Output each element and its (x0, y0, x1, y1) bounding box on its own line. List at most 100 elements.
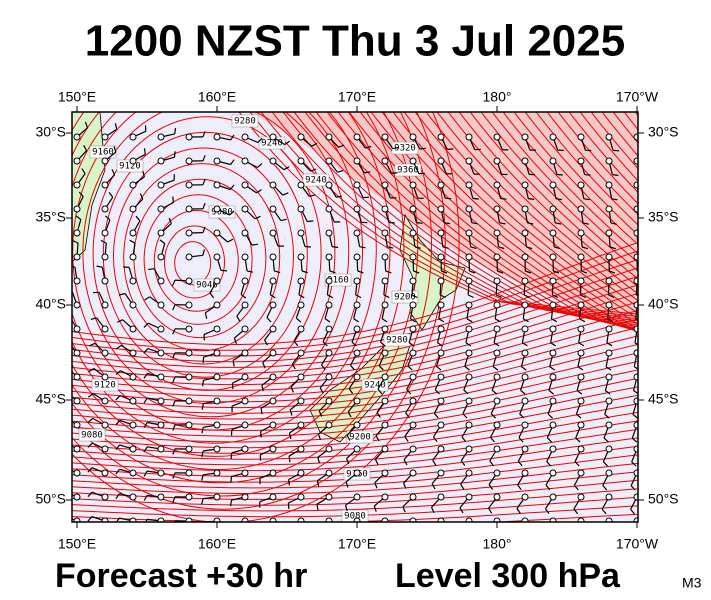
barb-flag (433, 436, 438, 442)
barb-station (521, 301, 529, 309)
barb-station (409, 397, 417, 405)
barb-flag (462, 413, 468, 419)
barb-station (73, 181, 81, 189)
barb-station (381, 229, 389, 237)
barb-station (633, 157, 638, 165)
barb-flag (60, 515, 64, 519)
barb-flag (467, 294, 474, 299)
barb-station (325, 349, 333, 357)
barb-station (129, 157, 137, 165)
barb-station (269, 517, 277, 522)
barb-flag (346, 458, 350, 465)
title: 1200 NZST Thu 3 Jul 2025 (85, 17, 625, 66)
barb-station (297, 229, 305, 237)
barb-flag (582, 222, 589, 225)
barb-flag (605, 390, 611, 395)
barb-station (493, 349, 501, 357)
barb-flag (443, 222, 451, 225)
barb-flag (547, 413, 553, 419)
barb-flag (554, 246, 561, 250)
barb-flag (335, 195, 342, 198)
barb-flag (231, 383, 234, 390)
barb-flag (171, 279, 176, 286)
barb-flag (89, 342, 96, 347)
barb-flag (441, 270, 448, 274)
barb-station (241, 181, 249, 189)
barb-station (101, 133, 109, 141)
contour (153, 209, 239, 312)
barb-flag (459, 507, 464, 514)
barb-flag (202, 380, 204, 387)
barb-flag (288, 456, 291, 463)
barb-flag (357, 270, 364, 274)
barb-station (325, 517, 333, 522)
barb-station (157, 253, 165, 261)
barb-flag (576, 390, 583, 395)
barb-station (633, 373, 638, 381)
barb-station (157, 421, 165, 429)
barb-flag (630, 485, 636, 491)
barb-station (353, 493, 361, 501)
barb-flag (115, 370, 121, 376)
barb-station (633, 133, 638, 141)
contour (546, 112, 638, 216)
barb-station (101, 181, 109, 189)
barb-station (129, 133, 137, 141)
barb-station (241, 349, 249, 357)
barb-station (633, 349, 638, 357)
contour-label: 9240 (305, 176, 327, 186)
contour (579, 112, 638, 182)
barb-station (269, 301, 277, 309)
barb-station (409, 517, 417, 522)
barb-flag (437, 342, 443, 347)
contour-label-box (341, 509, 369, 522)
barb-flag (523, 318, 529, 323)
barb-station (493, 445, 501, 453)
barb-flag (408, 342, 415, 347)
barb-station (73, 133, 81, 141)
barb-flag (202, 131, 206, 138)
barb-flag (83, 145, 88, 151)
barb-flag (233, 337, 237, 344)
barb-station (157, 469, 165, 477)
contour-label: 9080 (211, 208, 233, 218)
barb-station (605, 229, 613, 237)
barb-flag (392, 146, 399, 150)
barb-flag (580, 294, 587, 298)
barb-flag (405, 412, 410, 419)
barb-station (633, 325, 638, 333)
barb-flag (469, 270, 476, 274)
barb-station (269, 253, 277, 261)
barb-flag (230, 452, 233, 460)
barb-station (465, 445, 473, 453)
barb-flag (463, 389, 469, 395)
barb-flag (291, 363, 296, 370)
lat-label: 40°S (35, 296, 66, 312)
contour-label: 9200 (349, 433, 371, 443)
barb-flag (172, 352, 176, 359)
barb-flag (230, 476, 233, 483)
lon-label: 170°E (338, 536, 376, 552)
barb-flag (378, 365, 384, 371)
barb-station (577, 205, 585, 213)
contour-label: 9080 (344, 512, 366, 522)
contour-label: 9360 (397, 166, 419, 176)
barb-station (185, 349, 193, 357)
barb-station (73, 325, 81, 333)
barb-station (269, 181, 277, 189)
barb-station (521, 133, 529, 141)
barb-flag (498, 246, 505, 250)
barb-station (549, 517, 557, 522)
barb-flag (631, 437, 638, 443)
barb-flag (84, 121, 89, 128)
barb-station (129, 277, 137, 285)
barb-flag (489, 460, 494, 467)
barb-station (409, 277, 417, 285)
barb-flag (612, 174, 619, 176)
barb-station (241, 517, 249, 522)
barb-flag (114, 123, 118, 130)
barb-station (297, 325, 305, 333)
barb-station (409, 421, 417, 429)
barb-station (241, 469, 249, 477)
contour (414, 112, 638, 314)
